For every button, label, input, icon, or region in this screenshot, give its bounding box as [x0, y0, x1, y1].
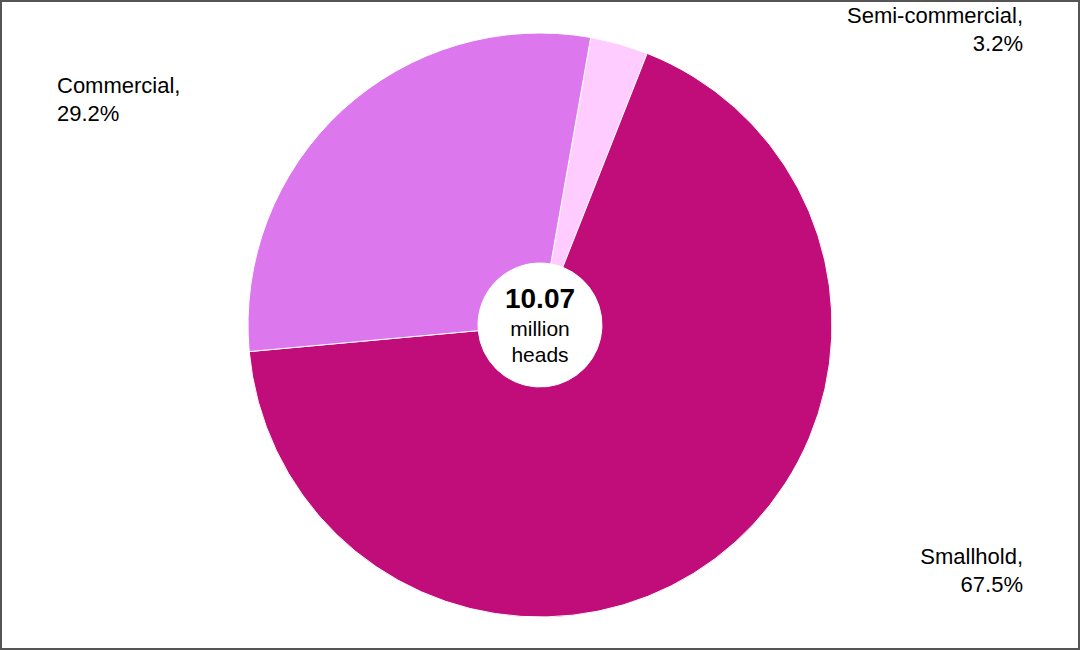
- svg-text:Smallhold,: Smallhold,: [920, 544, 1023, 569]
- svg-text:Commercial,: Commercial,: [57, 73, 180, 98]
- svg-text:10.07: 10.07: [505, 283, 575, 314]
- svg-text:3.2%: 3.2%: [973, 31, 1023, 56]
- svg-text:29.2%: 29.2%: [57, 101, 119, 126]
- svg-text:Semi-commercial,: Semi-commercial,: [847, 3, 1023, 28]
- svg-text:million: million: [510, 317, 570, 340]
- svg-text:heads: heads: [511, 343, 568, 366]
- svg-text:67.5%: 67.5%: [961, 572, 1023, 597]
